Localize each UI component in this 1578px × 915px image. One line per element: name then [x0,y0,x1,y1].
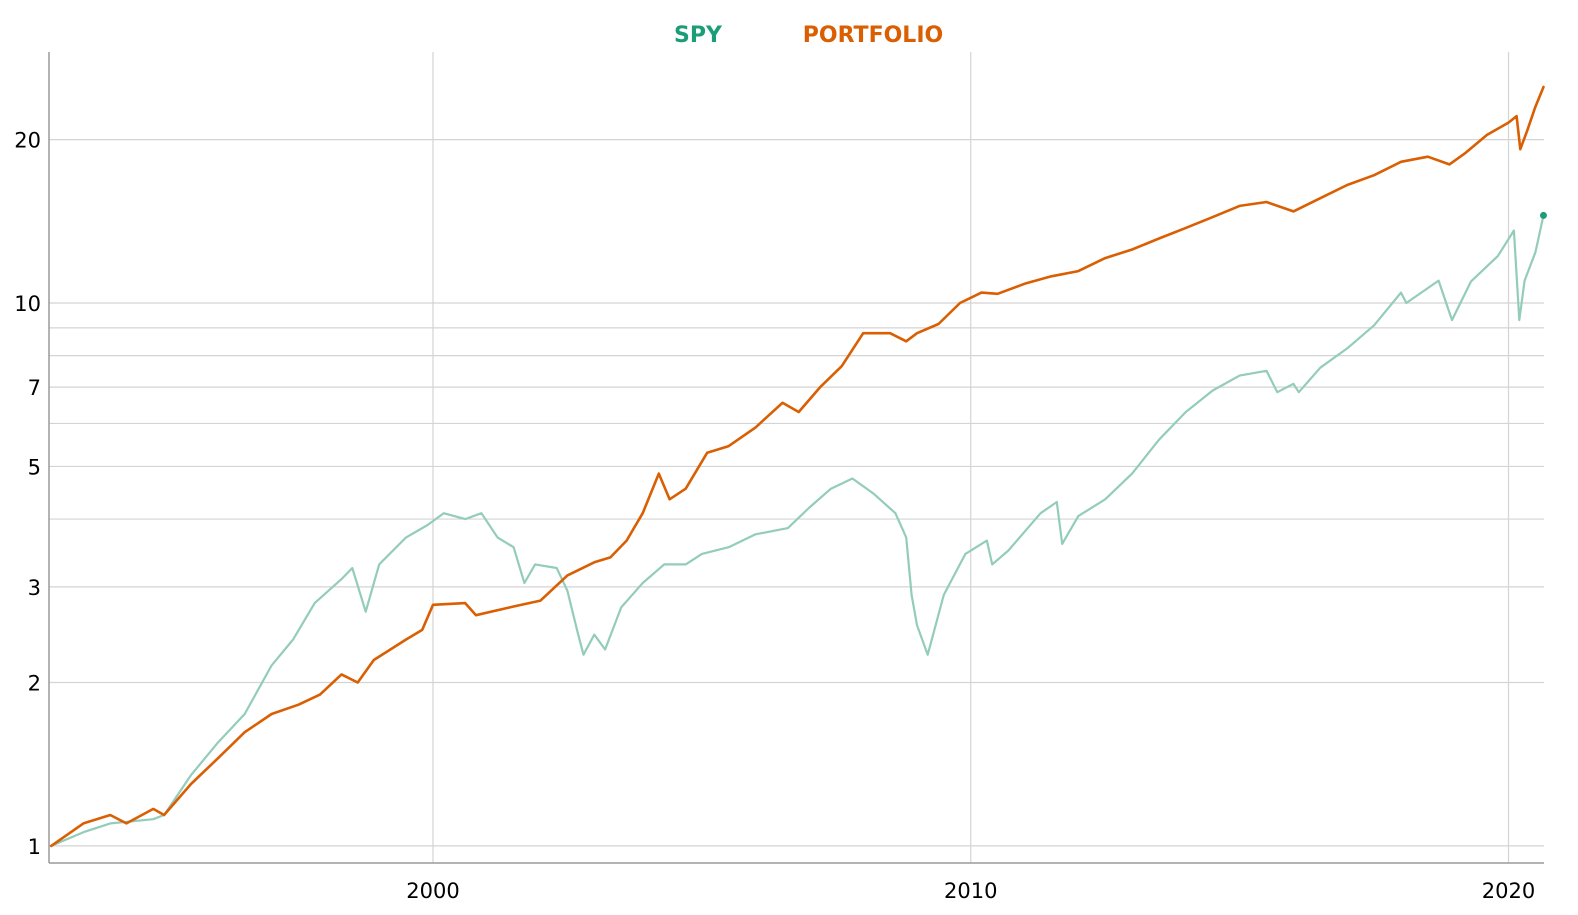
series-line-portfolio [49,85,1545,848]
grid [49,52,1544,863]
series-end-marker-spy [1539,211,1547,219]
y-tick-label: 20 [14,129,41,153]
y-tick-label: 10 [14,292,41,316]
tick-labels: 1 2 3 5 7 10 20 2000 2010 2020 [14,129,1535,903]
y-tick-label: 2 [28,671,41,695]
y-tick-label: 7 [28,376,41,400]
axes [48,52,1544,864]
x-tick-label: 2010 [944,879,997,903]
x-tick-label: 2020 [1482,879,1535,903]
y-tick-label: 5 [28,455,41,479]
x-tick-label: 2000 [406,879,459,903]
y-tick-label: 3 [28,576,41,600]
series-line-spy [50,214,1545,848]
legend-item-spy: SPY [674,23,723,48]
legend: SPY PORTFOLIO [674,23,943,48]
series-layer [49,85,1547,848]
legend-item-portfolio: PORTFOLIO [803,23,943,48]
y-tick-label: 1 [28,835,41,859]
